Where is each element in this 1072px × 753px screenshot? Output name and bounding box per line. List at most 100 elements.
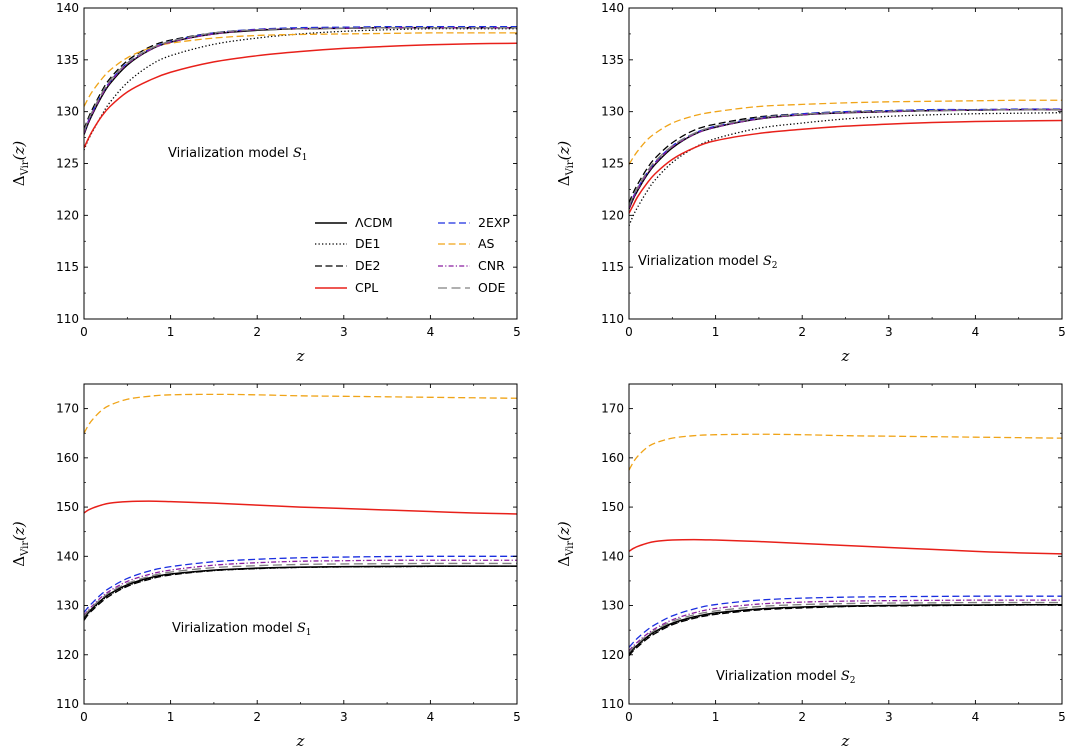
x-tick-label: 0 — [80, 710, 88, 724]
series-line-DE1 — [629, 112, 1062, 226]
annotation-virialization-model: Virialization model S1 — [168, 146, 307, 163]
annotation-subscript: 2 — [850, 676, 856, 686]
y-tick-label: 170 — [56, 402, 79, 416]
series-line-DE2 — [629, 604, 1062, 657]
series-line-ODE — [84, 562, 517, 617]
series-line-DE2 — [84, 565, 517, 621]
annotation-symbol: S — [297, 621, 306, 636]
y-tick-label: 140 — [601, 1, 624, 15]
x-tick-label: 3 — [885, 325, 893, 339]
x-tick-label: 0 — [625, 325, 633, 339]
y-tick-label: 135 — [56, 53, 79, 67]
y-label-sub: Vir — [20, 160, 31, 176]
y-tick-label: 160 — [601, 451, 624, 465]
y-label-arg: (z) — [10, 141, 28, 161]
legend: ΛCDM DE1 DE2 CPL 2EXP AS CNR ODE — [315, 215, 510, 295]
y-axis-label: ΔVir(z) — [555, 141, 576, 187]
x-tick-label: 1 — [712, 325, 720, 339]
y-label-arg: (z) — [555, 521, 573, 541]
plot-frame — [83, 383, 518, 705]
annotation-symbol: S — [293, 146, 302, 161]
x-axis-label: z — [841, 732, 850, 750]
x-axis-label: z — [841, 347, 850, 365]
legend-label-DE1: DE1 — [355, 236, 380, 251]
x-tick-label: 4 — [972, 710, 980, 724]
y-label-arg: (z) — [555, 141, 573, 161]
x-tick-label: 1 — [712, 710, 720, 724]
series-line-ODE — [629, 108, 1062, 207]
y-tick-label: 130 — [56, 599, 79, 613]
y-tick-label: 120 — [56, 208, 79, 222]
legend-label-CPL: CPL — [355, 280, 378, 295]
x-tick-label: 4 — [427, 710, 435, 724]
series-line-AS — [629, 433, 1062, 471]
y-label-sub: Vir — [565, 541, 576, 557]
chart-panel-bottom-left: 0 1 2 3 4 5 110 120 130 140 150 160 170 z ΔVir(z) Viria… — [10, 383, 521, 750]
series-line-CNR — [629, 599, 1062, 652]
legend-label-DE2: DE2 — [355, 258, 380, 273]
x-tick-label: 4 — [972, 325, 980, 339]
y-label-arg: (z) — [10, 521, 28, 541]
annotation-virialization-model: Virialization model S2 — [716, 669, 855, 686]
series-line-CPL — [629, 538, 1062, 555]
x-tick-label: 3 — [340, 710, 348, 724]
series-line-CNR — [84, 27, 517, 134]
x-tick-label: 1 — [167, 710, 175, 724]
y-tick-label: 110 — [601, 312, 624, 326]
series-line-DE1 — [84, 565, 517, 620]
series-line-CPL — [84, 500, 517, 515]
chart-panel-top-left: 0 1 2 3 4 5 110 115 120 125 130 135 140 z ΔVir(z) Viria… — [10, 1, 521, 365]
series-line-ΛCDM — [629, 108, 1062, 210]
y-axis-label: ΔVir(z) — [555, 521, 576, 567]
y-tick-label: 130 — [56, 105, 79, 119]
series-line-2EXP — [629, 595, 1062, 648]
series-group — [84, 393, 517, 621]
annotation-text: Virialization model — [168, 146, 293, 161]
y-tick-label: 110 — [56, 697, 79, 711]
y-label-delta: Δ — [555, 175, 573, 186]
series-line-AS — [84, 393, 517, 434]
x-tick-label: 1 — [167, 325, 175, 339]
y-tick-label: 140 — [56, 1, 79, 15]
x-axis-label: z — [296, 347, 305, 365]
x-tick-label: 5 — [513, 325, 521, 339]
y-tick-label: 130 — [601, 105, 624, 119]
annotation-subscript: 1 — [306, 628, 312, 638]
annotation-subscript: 2 — [772, 261, 778, 271]
legend-label-ΛCDM: ΛCDM — [355, 215, 393, 230]
annotation-symbol: S — [841, 669, 850, 684]
x-tick-label: 5 — [1058, 325, 1066, 339]
x-tick-label: 0 — [625, 710, 633, 724]
chart-panel-bottom-right: 0 1 2 3 4 5 110 120 130 140 150 160 170 z ΔVir(z) Viria… — [555, 383, 1066, 750]
y-axis-label: ΔVir(z) — [10, 521, 31, 567]
y-tick-label: 125 — [601, 157, 624, 171]
y-tick-label: 110 — [56, 312, 79, 326]
x-tick-label: 2 — [253, 710, 261, 724]
x-tick-label: 5 — [513, 710, 521, 724]
y-tick-label: 170 — [601, 402, 624, 416]
x-tick-label: 5 — [1058, 710, 1066, 724]
x-axis-label: z — [296, 732, 305, 750]
series-line-2EXP — [84, 25, 517, 133]
y-tick-label: 150 — [56, 500, 79, 514]
annotation-text: Virialization model — [172, 621, 297, 636]
annotation-virialization-model: Virialization model S2 — [638, 254, 777, 271]
y-label-sub: Vir — [565, 160, 576, 176]
x-tick-label: 3 — [885, 710, 893, 724]
series-line-DE2 — [629, 108, 1062, 204]
annotation-subscript: 1 — [302, 153, 308, 163]
legend-label-ODE: ODE — [478, 280, 505, 295]
y-tick-label: 160 — [56, 451, 79, 465]
x-tick-label: 0 — [80, 325, 88, 339]
y-tick-label: 125 — [56, 157, 79, 171]
series-line-CNR — [629, 108, 1062, 209]
y-tick-label: 140 — [56, 549, 79, 563]
legend-label-2EXP: 2EXP — [478, 215, 510, 230]
series-line-CPL — [84, 42, 517, 149]
y-tick-label: 115 — [56, 260, 79, 274]
series-line-AS — [84, 32, 517, 107]
x-tick-label: 2 — [798, 325, 806, 339]
series-line-CNR — [84, 559, 517, 616]
series-group — [84, 25, 517, 151]
